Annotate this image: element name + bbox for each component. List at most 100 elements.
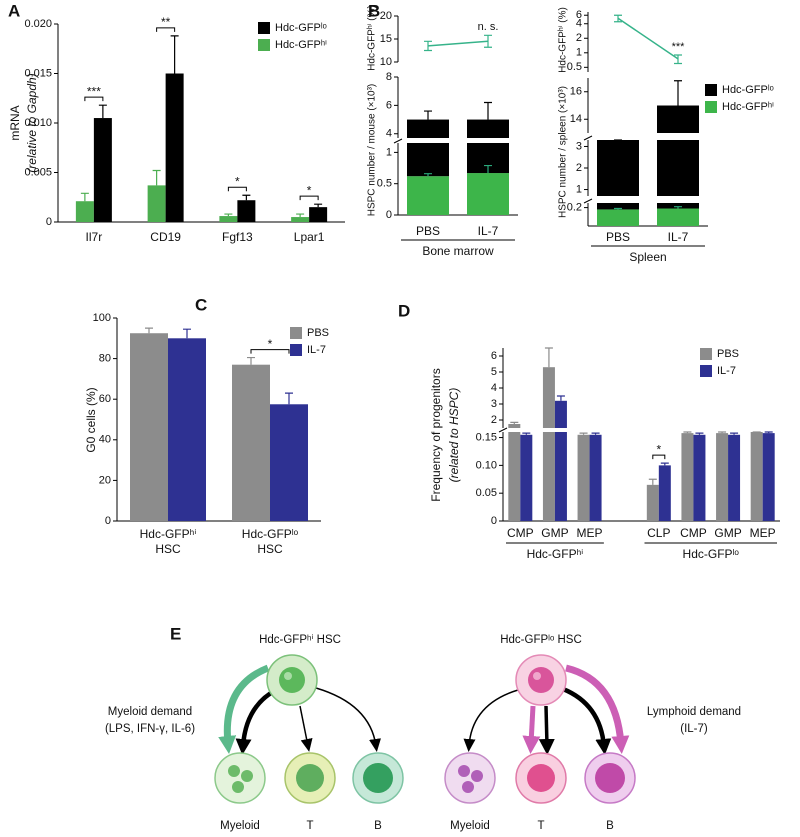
error-bar — [522, 432, 531, 435]
annotation: *** — [672, 41, 686, 53]
x-tick-label: CMP — [680, 526, 707, 540]
y-tick-label: 60 — [99, 393, 111, 405]
y-tick-label: 20 — [380, 10, 392, 22]
error-bar — [484, 34, 492, 48]
error-bar — [424, 110, 432, 120]
y-tick-label: 2 — [576, 32, 582, 44]
significance-bracket — [84, 96, 104, 102]
cell — [515, 654, 567, 706]
x-tick-label: Fgf13 — [222, 230, 253, 244]
x-tick-label: IL-7 — [478, 224, 499, 238]
error-bar — [484, 164, 492, 174]
x-tick-label: CLP — [647, 526, 670, 540]
y-tick-label: 0.10 — [476, 459, 497, 471]
legend-label: Hdc-GFPˡᵒ — [722, 84, 774, 96]
y-tick-label: 0.15 — [476, 431, 497, 443]
cell-label: Myeloid — [450, 820, 490, 832]
panel-label: D — [398, 301, 410, 320]
cell-label: T — [306, 820, 313, 832]
legend-label: Hdc-GFPʰⁱ — [722, 101, 774, 113]
bar — [750, 432, 763, 521]
y-tick-label: 10 — [380, 56, 392, 68]
arrow — [538, 705, 555, 755]
y-tick-label: 1 — [386, 146, 392, 158]
group-label: Spleen — [629, 250, 666, 264]
error-bar — [556, 395, 565, 401]
panel-label: B — [368, 1, 380, 20]
bar — [165, 73, 184, 222]
axis-break — [583, 198, 593, 204]
y-tick-label: 0.05 — [476, 487, 497, 499]
axis-break — [498, 427, 508, 433]
bar — [597, 203, 639, 210]
x-tick-label: Hdc-GFPʰⁱ — [140, 527, 197, 541]
arrow — [562, 686, 612, 755]
bar — [646, 484, 659, 521]
y-axis-label: (relative to Gapdh) — [25, 73, 39, 172]
error-bar — [98, 104, 107, 119]
significance-bracket — [227, 186, 247, 192]
bar — [657, 140, 699, 196]
significance-label: * — [235, 174, 240, 188]
panel-label: C — [195, 295, 207, 314]
error-bar — [579, 432, 588, 435]
y-tick-label: 4 — [576, 18, 582, 30]
arrow — [299, 705, 313, 752]
x-tick-label: CMP — [507, 526, 534, 540]
demand-label: (LPS, IFN-γ, IL-6) — [105, 723, 195, 735]
significance-label: *** — [87, 84, 101, 98]
y-axis-label: Hdc-GFPʰⁱ (%) — [558, 7, 569, 73]
legend-swatch — [700, 365, 712, 377]
bar — [309, 207, 328, 222]
error-bar — [718, 431, 727, 434]
bar — [762, 433, 775, 521]
bar — [407, 143, 449, 177]
y-tick-label: 3 — [491, 398, 497, 410]
y-tick-label: 0.005 — [24, 166, 52, 178]
bar — [237, 200, 256, 222]
error-bar — [242, 194, 251, 201]
significance-bracket — [250, 349, 290, 354]
error-bar — [296, 213, 305, 218]
y-tick-label: 2 — [576, 162, 582, 174]
error-bar — [285, 392, 293, 405]
group-label: Hdc-GFPˡᵒ — [683, 547, 740, 561]
y-tick-label: 0.015 — [24, 67, 52, 79]
cell — [284, 752, 336, 804]
bar — [554, 432, 567, 521]
y-tick-label: 6 — [491, 350, 497, 362]
error-bar — [648, 478, 657, 485]
error-bar — [484, 101, 492, 120]
arrow — [565, 664, 630, 754]
bar — [657, 105, 699, 133]
error-bar — [424, 40, 432, 52]
x-tick-label: GMP — [541, 526, 568, 540]
legend-swatch — [258, 39, 270, 51]
bar — [407, 176, 449, 215]
x-tick-label: Lpar1 — [294, 230, 325, 244]
y-tick-label: 5 — [491, 366, 497, 378]
y-axis-label: Hdc-GFPʰⁱ (%) — [367, 5, 378, 71]
y-tick-label: 0.010 — [24, 117, 52, 129]
y-tick-label: 2 — [491, 414, 497, 426]
y-tick-label: 6 — [386, 99, 392, 111]
x-tick-label: PBS — [606, 230, 630, 244]
axis-break — [393, 138, 403, 144]
legend-swatch — [705, 84, 717, 96]
legend-label: PBS — [307, 327, 329, 339]
bar — [130, 333, 168, 521]
x-tick-label: MEP — [577, 526, 603, 540]
bar — [597, 140, 639, 196]
arrow — [315, 687, 381, 752]
bar — [147, 185, 166, 222]
error-bar — [695, 432, 704, 435]
bar — [554, 400, 567, 428]
y-tick-label: 1 — [576, 183, 582, 195]
bar — [597, 209, 639, 226]
error-bar — [674, 206, 682, 209]
y-axis-label: mRNA — [8, 105, 22, 140]
legend-label: IL-7 — [717, 365, 736, 377]
error-bar — [591, 432, 600, 435]
significance-bracket — [652, 454, 666, 460]
y-tick-label: 0 — [46, 216, 52, 228]
